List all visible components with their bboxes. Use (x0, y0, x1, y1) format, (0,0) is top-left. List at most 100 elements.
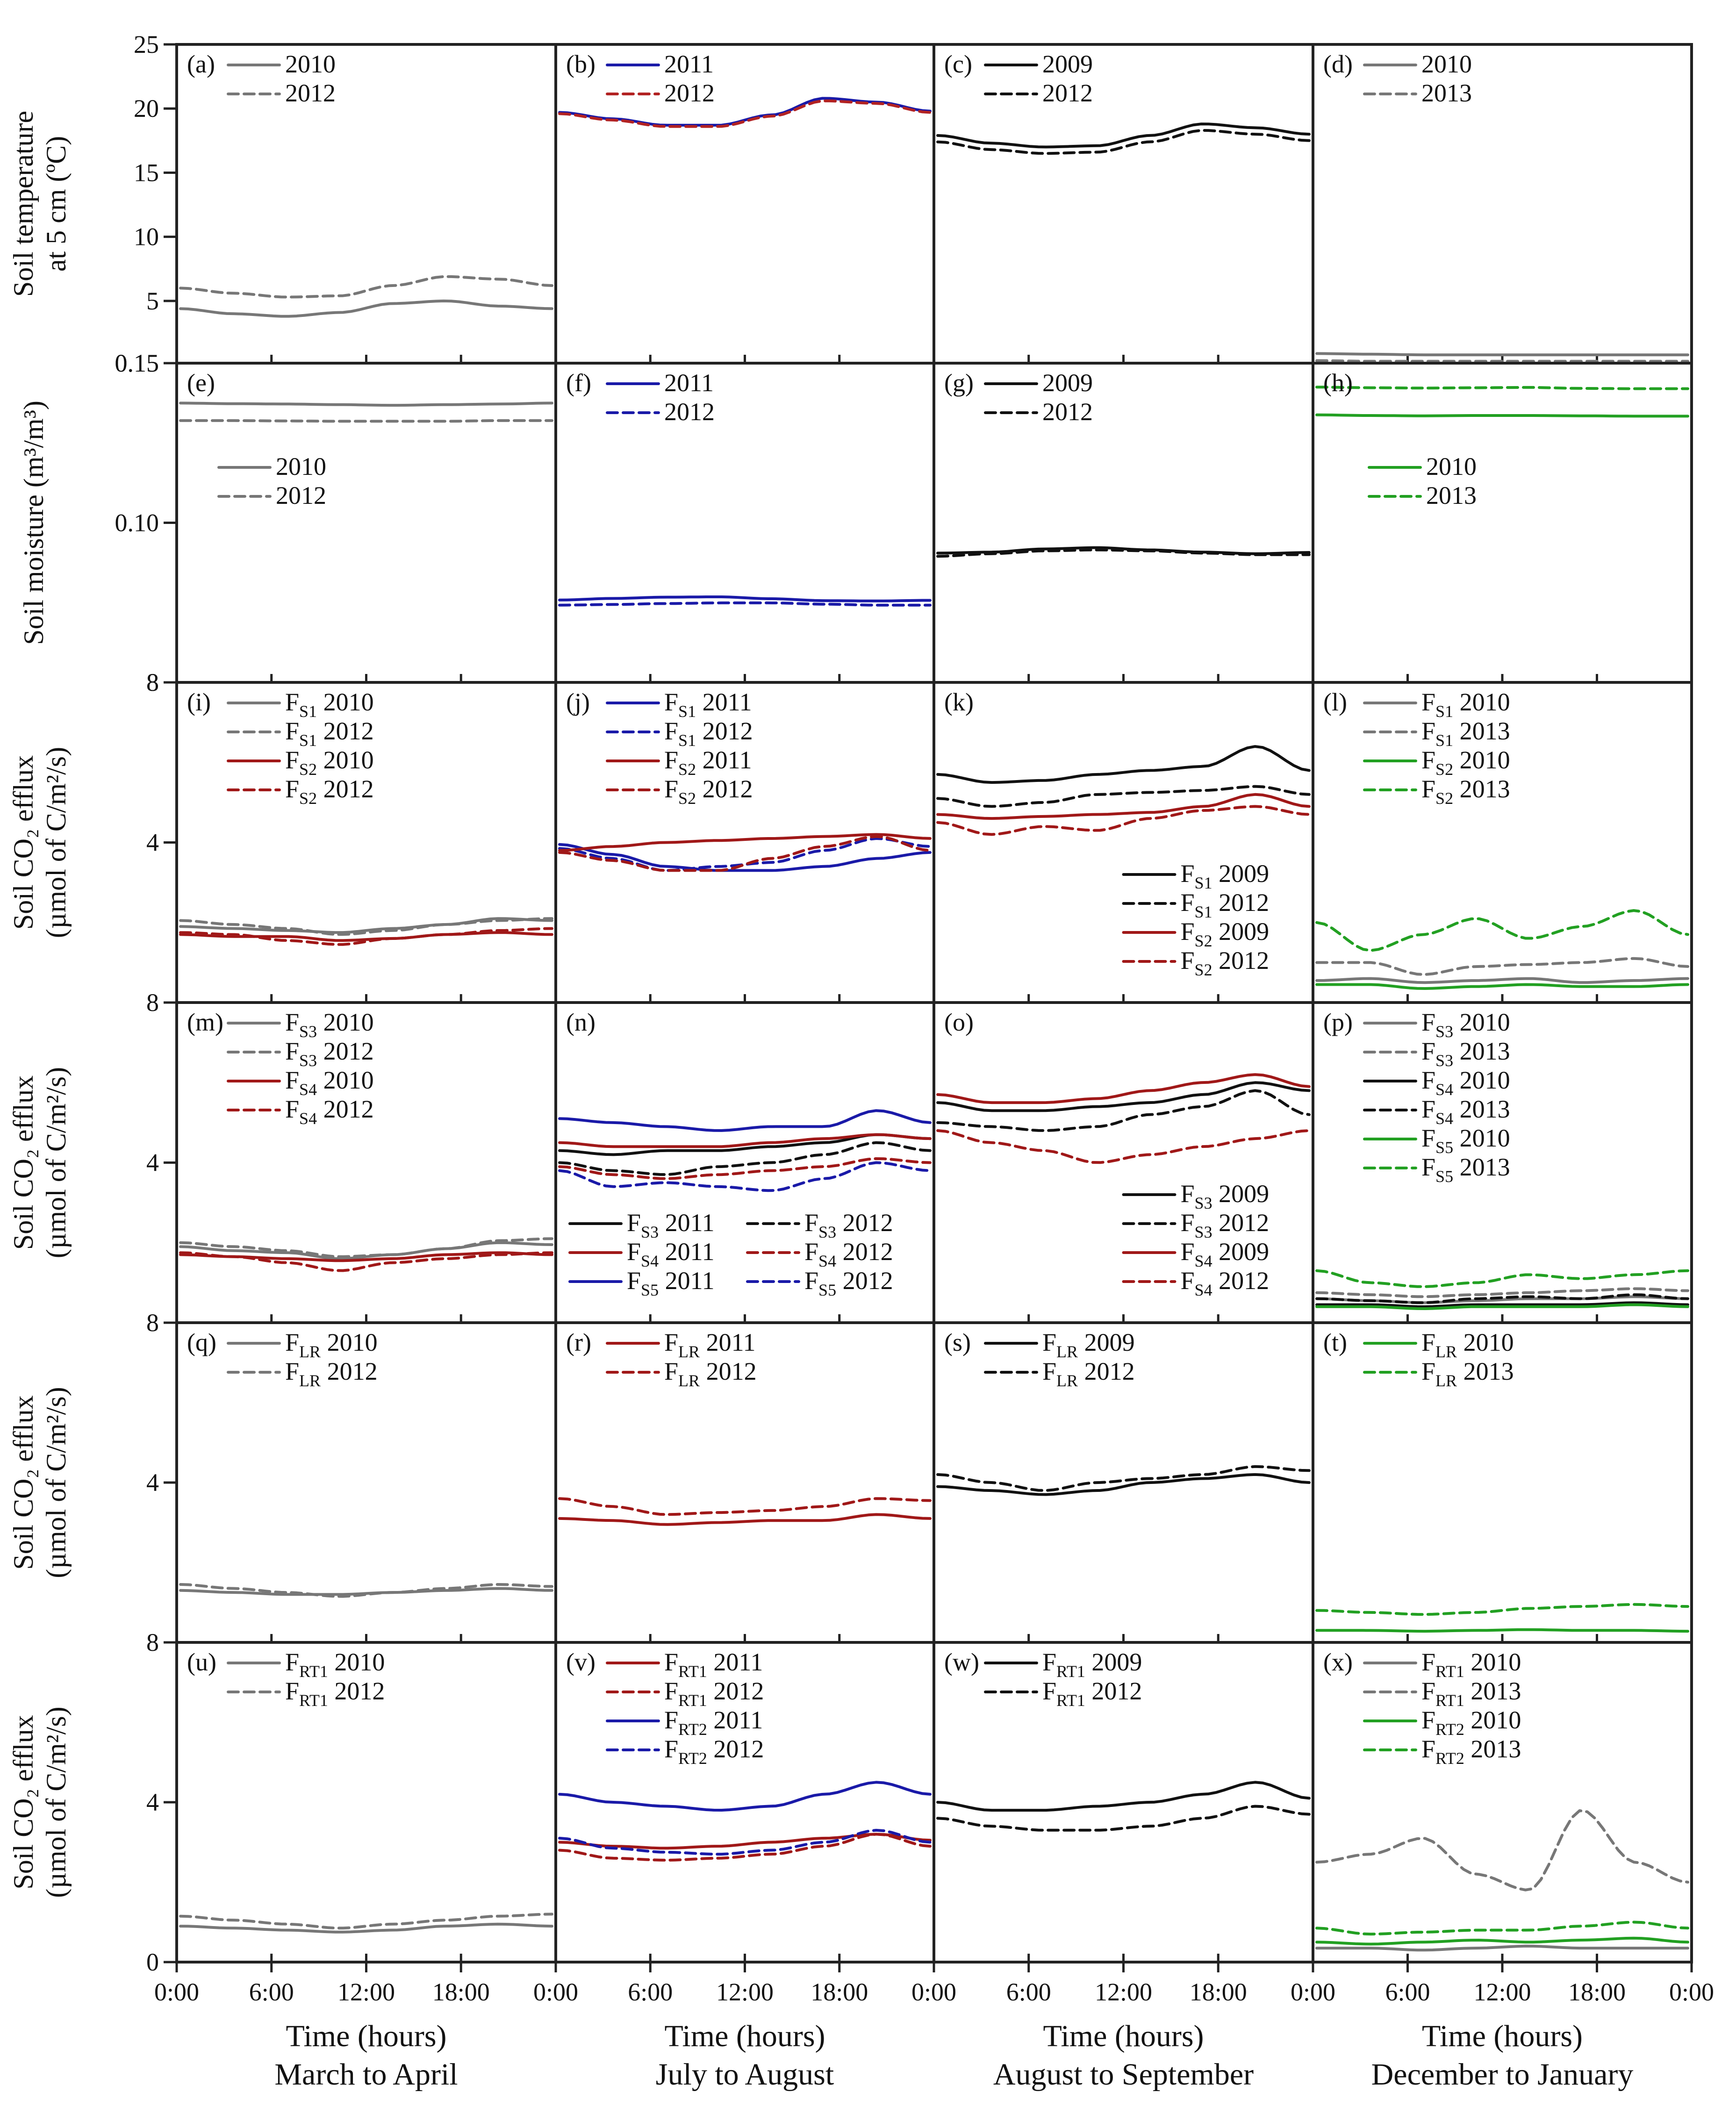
series-line (179, 1251, 553, 1262)
x-tick-label: 18:00 (1568, 1978, 1626, 2006)
series-line (179, 917, 553, 934)
panel-label: (j) (566, 688, 590, 716)
y-tick-label: 4 (146, 1149, 159, 1177)
y-tick-label: 8 (146, 1628, 159, 1656)
series-line (558, 1833, 932, 1862)
legend-entry: 2010 (285, 50, 336, 78)
series-line (1315, 977, 1689, 984)
legend-entry: FRT1 2012 (664, 1677, 764, 1710)
series-line (1315, 1944, 1689, 1952)
y-axis-label: Soil temperature (8, 111, 39, 297)
series-line (936, 805, 1311, 836)
legend-entry: FS4 2012 (1181, 1267, 1270, 1299)
panel-label: (h) (1323, 369, 1353, 397)
legend-entry: FS3 2012 (804, 1209, 893, 1241)
series-line (558, 1828, 932, 1856)
legend-entry: 2011 (664, 369, 714, 397)
period-label: August to September (993, 2057, 1254, 2092)
legend-entry: 2010 (1426, 452, 1477, 480)
series-line (936, 785, 1311, 808)
legend-entry: FS5 2010 (1421, 1124, 1510, 1157)
series-line (179, 299, 553, 318)
panel-label: (b) (566, 50, 595, 78)
x-tick-label: 6:00 (1385, 1978, 1430, 2006)
legend-entry: FS4 2010 (1421, 1066, 1510, 1099)
legend-entry: FS2 2012 (1181, 946, 1270, 979)
x-axis-label: Time (hours) (1043, 2019, 1204, 2053)
legend-entry: FS3 2010 (285, 1008, 374, 1041)
panel-label: (s) (944, 1328, 971, 1356)
legend-entry: FS3 2012 (1181, 1209, 1270, 1241)
legend-entry: FS1 2011 (664, 688, 752, 721)
series-line (179, 927, 553, 946)
series-line (1315, 1295, 1689, 1304)
y-tick-label: 0 (146, 1948, 159, 1976)
series-line (179, 1241, 553, 1260)
legend-entry: FLR 2011 (664, 1328, 756, 1361)
y-axis-label: (µmol of C/m²/s) (41, 1067, 72, 1258)
panel-label: (l) (1323, 688, 1347, 716)
series-line (1315, 1936, 1689, 1946)
y-tick-label: 8 (146, 989, 159, 1017)
panel-frame (933, 43, 1314, 365)
series-line (558, 99, 932, 128)
series-line (1315, 1303, 1689, 1310)
series-line (1315, 1920, 1689, 1936)
series-line (558, 1513, 932, 1526)
panel-label: (m) (187, 1008, 223, 1036)
panel-frame (1312, 362, 1693, 684)
panel-label: (g) (944, 369, 974, 397)
series-line (558, 1781, 932, 1812)
legend-entry: FLR 2009 (1042, 1328, 1135, 1361)
legend-entry: FRT1 2011 (664, 1648, 763, 1681)
legend-entry: FLR 2012 (664, 1357, 757, 1390)
y-axis-label: Soil CO₂ efflux (8, 755, 39, 930)
panel-label: (i) (187, 688, 211, 716)
y-tick-label: 25 (134, 30, 159, 58)
y-axis-label: Soil CO₂ efflux (8, 1395, 39, 1569)
series-line (1315, 1603, 1689, 1616)
legend-entry: FS3 2009 (1181, 1180, 1270, 1212)
y-tick-label: 0.10 (115, 509, 159, 537)
panel-label: (r) (566, 1328, 591, 1356)
series-line (558, 1133, 932, 1148)
panel-frame (175, 362, 557, 684)
legend-entry: FLR 2010 (285, 1328, 378, 1361)
legend-entry: FRT1 2010 (1421, 1648, 1521, 1681)
legend-entry: FS3 2013 (1421, 1037, 1510, 1070)
panel-label: (v) (566, 1648, 595, 1676)
x-axis-label: Time (hours) (286, 2019, 446, 2053)
legend-entry: FS5 2013 (1421, 1153, 1510, 1186)
legend-entry: FS3 2011 (627, 1209, 715, 1241)
panel-label: (f) (566, 369, 591, 397)
legend-entry: FS2 2010 (285, 746, 374, 779)
series-line (558, 601, 932, 607)
panel-label: (q) (187, 1328, 216, 1356)
x-tick-label: 12:00 (337, 1978, 395, 2006)
legend-entry: 2009 (1042, 369, 1093, 397)
panel-label: (p) (1323, 1008, 1353, 1036)
series-line (558, 595, 932, 602)
legend-entry: FS5 2012 (804, 1267, 893, 1299)
legend-entry: FS2 2009 (1181, 917, 1270, 950)
y-tick-label: 15 (134, 158, 159, 186)
panel-frame (1312, 43, 1693, 365)
y-tick-label: 8 (146, 668, 159, 696)
legend-entry: FRT1 2010 (285, 1648, 385, 1681)
panel-label: (u) (187, 1648, 216, 1676)
legend-entry: FS2 2012 (285, 775, 374, 808)
legend-entry: FLR 2012 (285, 1357, 378, 1390)
legend-entry: FS4 2013 (1421, 1095, 1510, 1128)
y-tick-label: 4 (146, 1788, 159, 1816)
series-line (1315, 983, 1689, 990)
legend-entry: FLR 2010 (1421, 1328, 1514, 1361)
legend-entry: FS1 2013 (1421, 717, 1510, 750)
legend-entry: FRT2 2012 (664, 1735, 764, 1768)
legend-entry: FS2 2012 (664, 775, 753, 808)
legend-entry: FRT1 2012 (285, 1677, 385, 1710)
series-line (558, 833, 932, 852)
series-line (1315, 957, 1689, 976)
y-tick-label: 0.15 (115, 349, 159, 377)
panel-frame (554, 43, 935, 365)
